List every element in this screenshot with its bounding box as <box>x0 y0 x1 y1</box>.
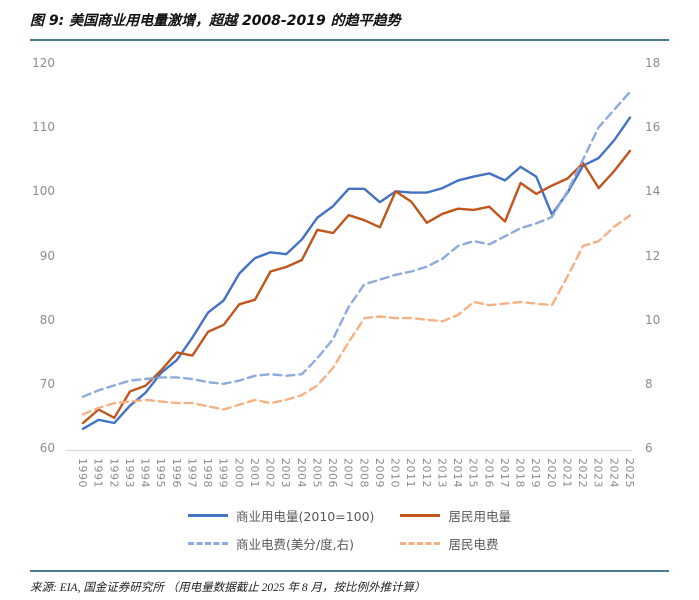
series-line-2 <box>81 90 632 398</box>
legend: 商业用电量(2010=100) 居民用电量 商业电费(美分/度,右) 居民电费 <box>0 506 699 553</box>
footer-divider <box>30 570 669 572</box>
x-axis-tick: 1992 <box>107 458 121 488</box>
y-axis-tick-right: 12 <box>645 248 661 263</box>
page-title: 图 9: 美国商业用电量激增，超越 2008-2019 的趋平趋势 <box>30 13 401 29</box>
solid-orange-line-swatch <box>400 514 441 517</box>
legend-label: 居民用电量 <box>448 509 511 524</box>
x-axis-tick: 2012 <box>419 458 433 488</box>
legend-item-residential-price: 居民电费 <box>400 534 511 553</box>
x-axis-tick: 2015 <box>466 458 480 488</box>
source-note: 来源: EIA, 国金证券研究所 （用电量数据截止 2025 年 8 月，按比例… <box>30 582 426 594</box>
x-axis-tick: 2019 <box>529 458 543 488</box>
x-axis-tick: 2024 <box>607 458 621 488</box>
y-axis-tick-right: 6 <box>645 441 653 455</box>
x-axis-tick: 1993 <box>122 458 136 488</box>
x-axis-tick: 2010 <box>388 458 402 488</box>
legend-label: 商业电费(美分/度,右) <box>236 537 354 552</box>
x-axis-tick: 2005 <box>310 458 324 488</box>
series-line-0 <box>81 116 632 430</box>
x-axis-tick: 2007 <box>341 458 355 488</box>
series-line-3 <box>81 214 632 416</box>
x-axis-tick: 1995 <box>154 458 168 488</box>
y-axis-tick-left: 80 <box>39 312 55 327</box>
x-axis-tick: 2016 <box>482 458 496 488</box>
series-line-1 <box>81 149 632 425</box>
legend-item-commercial-consumption: 商业用电量(2010=100) <box>188 506 374 525</box>
x-axis-tick: 1991 <box>91 458 105 488</box>
x-axis-tick: 2009 <box>372 458 386 488</box>
x-axis-tick: 1994 <box>138 458 152 488</box>
x-axis-tick: 2003 <box>279 458 293 488</box>
legend-item-residential-consumption: 居民用电量 <box>400 506 511 525</box>
legend-label: 居民电费 <box>448 537 499 552</box>
x-axis-tick: 2011 <box>404 458 418 488</box>
x-axis-tick: 1990 <box>76 458 89 488</box>
x-axis-tick: 2008 <box>357 458 371 488</box>
legend-label: 商业用电量(2010=100) <box>236 509 375 524</box>
x-axis-tick: 2013 <box>435 458 449 488</box>
x-axis-tick: 2002 <box>263 458 277 488</box>
dashed-blue-line-swatch <box>188 542 229 545</box>
y-axis-tick-left: 60 <box>39 441 55 455</box>
legend-item-commercial-price: 商业电费(美分/度,右) <box>188 534 374 553</box>
x-axis-tick: 2006 <box>326 458 340 488</box>
x-axis-tick: 2023 <box>591 458 605 488</box>
x-axis-tick: 1996 <box>169 458 183 488</box>
y-axis-tick-left: 120 <box>32 56 55 70</box>
y-axis-tick-left: 70 <box>39 376 55 391</box>
y-axis-tick-right: 8 <box>645 376 653 391</box>
x-axis-tick: 2000 <box>232 458 246 488</box>
x-axis-tick: 2001 <box>247 458 261 488</box>
chart-svg <box>65 90 632 452</box>
y-axis-tick-right: 10 <box>645 312 661 327</box>
title-divider <box>30 39 669 41</box>
y-axis-tick-right: 18 <box>645 56 661 70</box>
x-axis-tick: 2022 <box>576 458 590 488</box>
y-axis-tick-left: 90 <box>39 248 55 263</box>
x-axis-tick: 2004 <box>294 458 308 488</box>
dashed-orange-line-swatch <box>400 542 441 545</box>
y-axis-tick-right: 16 <box>645 120 661 135</box>
x-axis-tick: 1999 <box>216 458 230 488</box>
x-axis-tick: 2021 <box>560 458 574 488</box>
x-axis-tick: 2025 <box>623 458 636 488</box>
solid-blue-line-swatch <box>188 514 229 517</box>
x-axis-tick: 1997 <box>185 458 199 488</box>
y-axis-tick-left: 110 <box>32 120 55 135</box>
x-axis-tick: 2018 <box>513 458 527 488</box>
x-axis-tick: 1998 <box>201 458 215 488</box>
x-axis-tick: 2017 <box>497 458 511 488</box>
y-axis-tick-left: 100 <box>32 184 55 199</box>
y-axis-tick-right: 14 <box>645 184 661 199</box>
x-axis-tick: 2014 <box>451 458 465 488</box>
x-axis-tick: 2020 <box>544 458 558 488</box>
